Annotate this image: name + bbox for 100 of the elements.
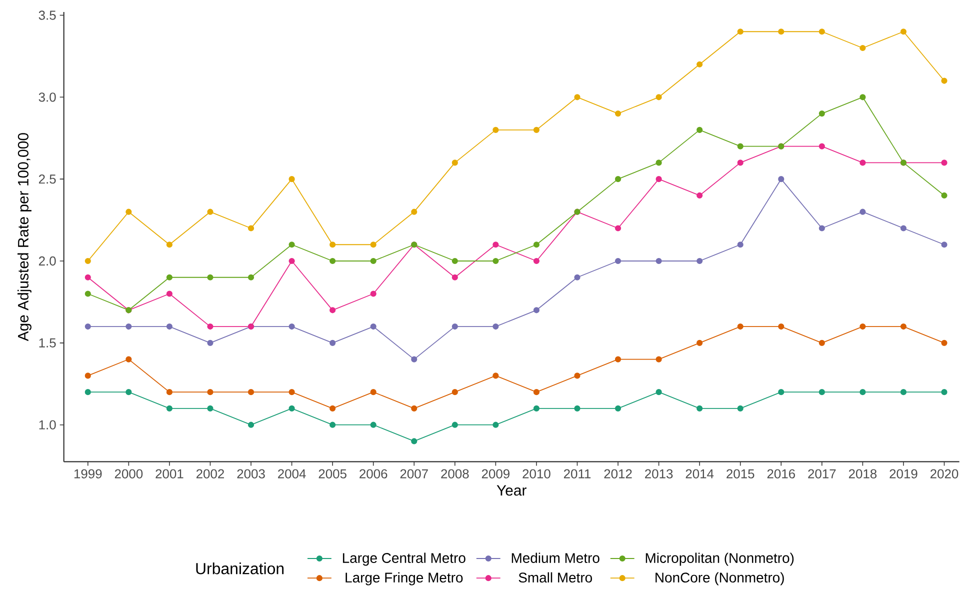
point bbox=[737, 241, 744, 248]
point bbox=[248, 274, 254, 280]
point bbox=[574, 372, 580, 379]
point bbox=[696, 258, 703, 264]
legend-label: NonCore (Nonmetro) bbox=[656, 572, 784, 586]
point bbox=[492, 372, 499, 379]
point bbox=[207, 274, 214, 280]
point bbox=[330, 422, 336, 428]
x-tick-label: 2002 bbox=[196, 469, 224, 478]
point bbox=[900, 388, 907, 395]
point bbox=[533, 405, 540, 412]
point bbox=[370, 323, 376, 330]
x-tick-label: 2008 bbox=[441, 469, 469, 478]
x-tick-label: 2000 bbox=[114, 469, 143, 478]
point bbox=[207, 388, 214, 395]
point bbox=[614, 110, 622, 116]
point bbox=[207, 340, 214, 346]
legend-title: Urbanization bbox=[196, 562, 284, 574]
point bbox=[166, 388, 172, 395]
point bbox=[452, 323, 458, 330]
point bbox=[370, 388, 376, 395]
point bbox=[84, 323, 91, 330]
point bbox=[288, 258, 295, 264]
point bbox=[330, 258, 336, 264]
point bbox=[452, 388, 458, 395]
point bbox=[84, 274, 91, 280]
y-tick-label: 2.0 bbox=[38, 256, 56, 266]
point bbox=[288, 405, 295, 412]
x-axis-title: Year bbox=[496, 485, 526, 496]
point bbox=[941, 192, 948, 198]
x-tick-label: 2007 bbox=[400, 469, 428, 478]
point bbox=[574, 405, 580, 412]
point bbox=[737, 323, 744, 330]
point bbox=[656, 388, 662, 395]
point bbox=[737, 143, 744, 150]
point bbox=[696, 405, 703, 412]
point bbox=[614, 405, 622, 412]
x-tick-label: 2015 bbox=[726, 469, 754, 478]
x-tick-label: 2016 bbox=[767, 469, 795, 478]
point bbox=[288, 176, 295, 182]
point bbox=[248, 422, 254, 428]
point bbox=[656, 176, 662, 182]
x-tick-label: 1999 bbox=[74, 469, 102, 478]
point bbox=[248, 388, 254, 395]
point bbox=[370, 422, 376, 428]
legend-label: Large Fringe Metro bbox=[346, 572, 463, 586]
point bbox=[818, 388, 825, 395]
point bbox=[207, 208, 214, 215]
x-tick-label: 2003 bbox=[237, 469, 265, 478]
point bbox=[452, 159, 458, 166]
point bbox=[370, 241, 376, 248]
point bbox=[248, 225, 254, 232]
point bbox=[656, 356, 662, 362]
point bbox=[288, 241, 295, 248]
point bbox=[860, 208, 866, 215]
point bbox=[411, 356, 418, 362]
point bbox=[126, 356, 132, 362]
point bbox=[492, 258, 499, 264]
legend-label: Micropolitan (Nonmetro) bbox=[646, 552, 794, 566]
point bbox=[166, 290, 172, 297]
point bbox=[288, 388, 295, 395]
point bbox=[656, 94, 662, 100]
point bbox=[452, 274, 458, 280]
point bbox=[696, 126, 703, 133]
point bbox=[656, 159, 662, 166]
y-axis-title: Age Adjusted Rate per 100,000 bbox=[18, 132, 32, 341]
point bbox=[330, 340, 336, 346]
point bbox=[818, 340, 825, 346]
point bbox=[84, 388, 91, 395]
point bbox=[860, 388, 866, 395]
point bbox=[166, 274, 172, 280]
x-tick-label: 2006 bbox=[360, 469, 388, 478]
point bbox=[492, 126, 499, 133]
point bbox=[614, 176, 622, 182]
x-tick-label: 2013 bbox=[645, 469, 673, 478]
point bbox=[452, 258, 458, 264]
point bbox=[330, 241, 336, 248]
legend-label: Medium Metro bbox=[512, 552, 600, 563]
point bbox=[330, 405, 336, 412]
point bbox=[696, 340, 703, 346]
legend-label: Small Metro bbox=[518, 572, 592, 582]
y-tick-label: 3.0 bbox=[38, 92, 56, 102]
point bbox=[84, 258, 91, 264]
point bbox=[778, 323, 784, 330]
point bbox=[288, 323, 295, 330]
point bbox=[696, 192, 703, 198]
point bbox=[84, 290, 91, 297]
point bbox=[614, 225, 622, 232]
point bbox=[860, 94, 866, 100]
point bbox=[941, 78, 948, 84]
point bbox=[778, 388, 784, 395]
point bbox=[941, 241, 948, 248]
point bbox=[533, 241, 540, 248]
point bbox=[207, 323, 214, 330]
point bbox=[492, 323, 499, 330]
point bbox=[126, 208, 132, 215]
point bbox=[778, 28, 784, 34]
x-tick-label: 2011 bbox=[564, 469, 591, 478]
x-tick-label: 2005 bbox=[318, 469, 346, 478]
x-tick-label: 2001 bbox=[156, 469, 184, 478]
